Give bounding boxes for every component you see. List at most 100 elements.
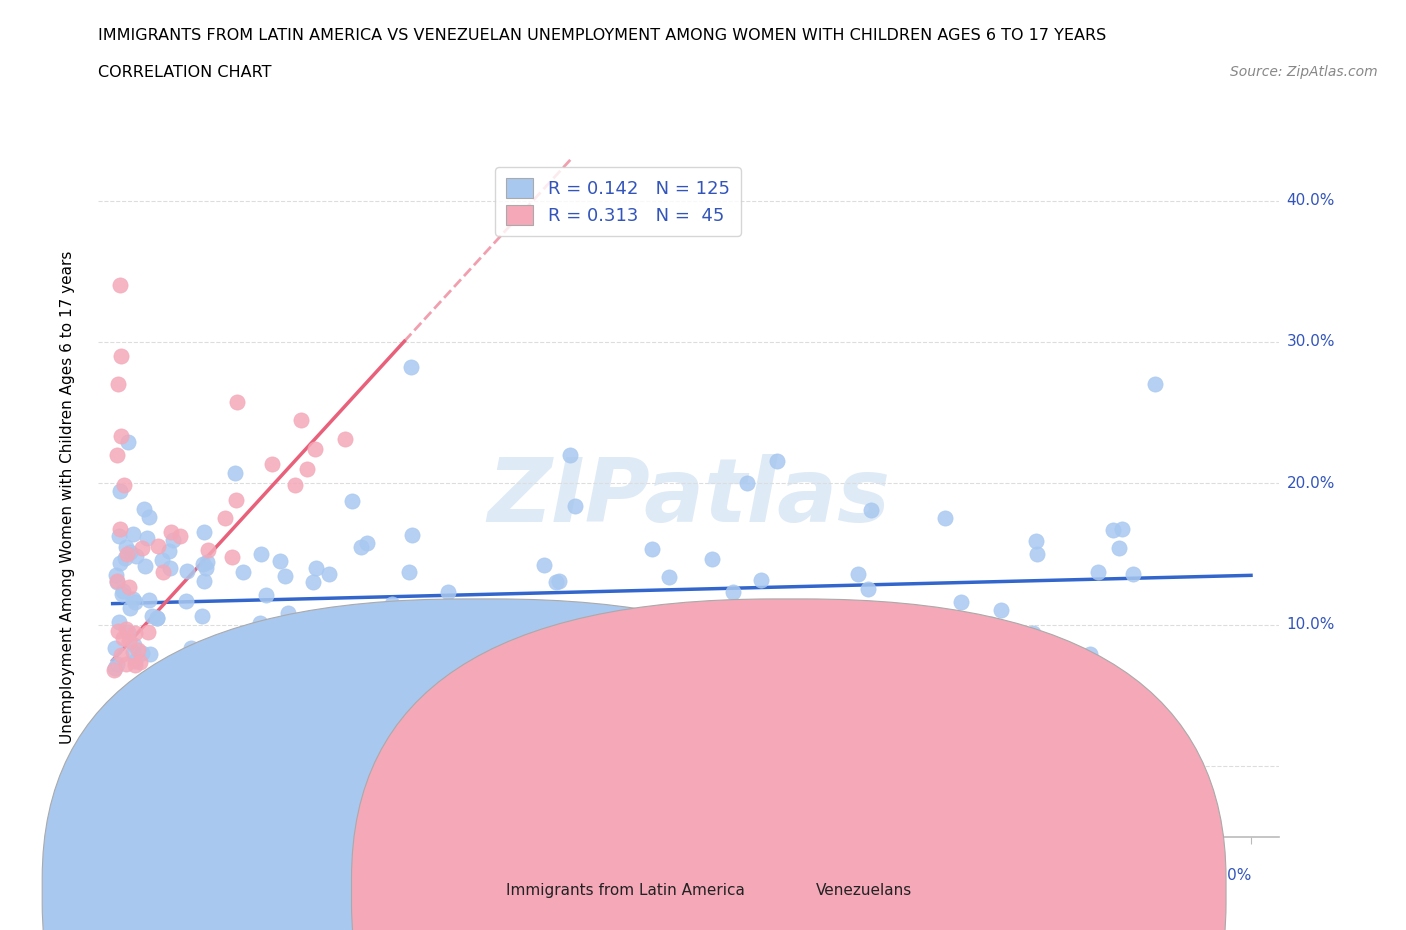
Point: [110, 349, 132, 364]
Point: [180, 669, 202, 684]
Point: [551, 675, 574, 690]
Point: [221, 550, 243, 565]
Point: [284, 478, 307, 493]
Point: [146, 610, 169, 625]
Text: Venezuelans: Venezuelans: [815, 883, 911, 897]
Point: [209, 646, 232, 661]
Point: [548, 573, 571, 588]
Point: [194, 561, 217, 576]
Point: [112, 478, 135, 493]
Point: [274, 569, 297, 584]
Point: [360, 629, 382, 644]
Point: [105, 447, 128, 462]
Point: [121, 644, 143, 659]
Point: [118, 579, 141, 594]
Point: [162, 532, 184, 547]
Point: [111, 631, 134, 645]
Point: [524, 634, 547, 649]
Point: [108, 702, 131, 717]
Point: [136, 671, 159, 685]
Point: [1122, 566, 1144, 581]
Point: [104, 660, 127, 675]
Point: [193, 574, 215, 589]
Point: [326, 618, 349, 633]
Point: [544, 575, 567, 590]
Point: [949, 595, 972, 610]
Point: [115, 547, 138, 562]
Point: [160, 525, 183, 539]
Point: [138, 592, 160, 607]
Point: [1087, 565, 1109, 579]
Point: [1025, 547, 1047, 562]
Point: [356, 536, 378, 551]
Point: [110, 429, 132, 444]
Point: [169, 528, 191, 543]
Point: [105, 568, 128, 583]
Point: [425, 628, 447, 643]
Point: [305, 561, 328, 576]
Point: [860, 632, 883, 647]
Point: [1143, 377, 1166, 392]
Text: IMMIGRANTS FROM LATIN AMERICA VS VENEZUELAN UNEMPLOYMENT AMONG WOMEN WITH CHILDR: IMMIGRANTS FROM LATIN AMERICA VS VENEZUE…: [98, 28, 1107, 43]
Point: [990, 602, 1012, 617]
Point: [117, 633, 139, 648]
Point: [157, 543, 180, 558]
Point: [124, 626, 146, 641]
Point: [263, 712, 285, 727]
Point: [146, 670, 169, 684]
Point: [721, 584, 744, 599]
Text: 40.0%: 40.0%: [1286, 193, 1334, 208]
Point: [176, 564, 198, 578]
Point: [114, 551, 136, 565]
Point: [195, 555, 218, 570]
Point: [1102, 523, 1125, 538]
Point: [465, 634, 488, 649]
Text: Source: ZipAtlas.com: Source: ZipAtlas.com: [1230, 65, 1378, 79]
Point: [108, 522, 131, 537]
Point: [700, 551, 723, 566]
Text: Immigrants from Latin America: Immigrants from Latin America: [506, 883, 745, 897]
Point: [193, 556, 215, 571]
Point: [564, 498, 586, 513]
Text: 30.0%: 30.0%: [1286, 335, 1336, 350]
Point: [124, 595, 146, 610]
Point: [108, 528, 131, 543]
Text: 80.0%: 80.0%: [1202, 868, 1251, 883]
Text: CORRELATION CHART: CORRELATION CHART: [98, 65, 271, 80]
Point: [105, 657, 128, 671]
Point: [114, 621, 136, 636]
Text: 20.0%: 20.0%: [1286, 476, 1334, 491]
Point: [214, 511, 236, 525]
Point: [641, 542, 664, 557]
Point: [136, 531, 159, 546]
Point: [114, 657, 136, 671]
Point: [859, 502, 882, 517]
Point: [295, 462, 318, 477]
Point: [124, 658, 146, 672]
Point: [111, 587, 134, 602]
Point: [749, 572, 772, 587]
Point: [269, 553, 291, 568]
Point: [191, 608, 214, 623]
Point: [104, 641, 127, 656]
Point: [1078, 646, 1101, 661]
Point: [180, 640, 202, 655]
Point: [1025, 534, 1047, 549]
Point: [124, 638, 146, 653]
Point: [224, 664, 246, 679]
Point: [250, 547, 273, 562]
Point: [437, 584, 460, 599]
Point: [108, 278, 131, 293]
Point: [399, 360, 422, 375]
Point: [302, 575, 325, 590]
Point: [159, 561, 181, 576]
Point: [134, 501, 156, 516]
Point: [1108, 540, 1130, 555]
Point: [856, 582, 879, 597]
Point: [131, 645, 153, 660]
Text: ZIPatlas: ZIPatlas: [488, 454, 890, 541]
Point: [110, 555, 132, 570]
Point: [173, 671, 195, 686]
Point: [485, 671, 508, 686]
Point: [735, 475, 758, 490]
